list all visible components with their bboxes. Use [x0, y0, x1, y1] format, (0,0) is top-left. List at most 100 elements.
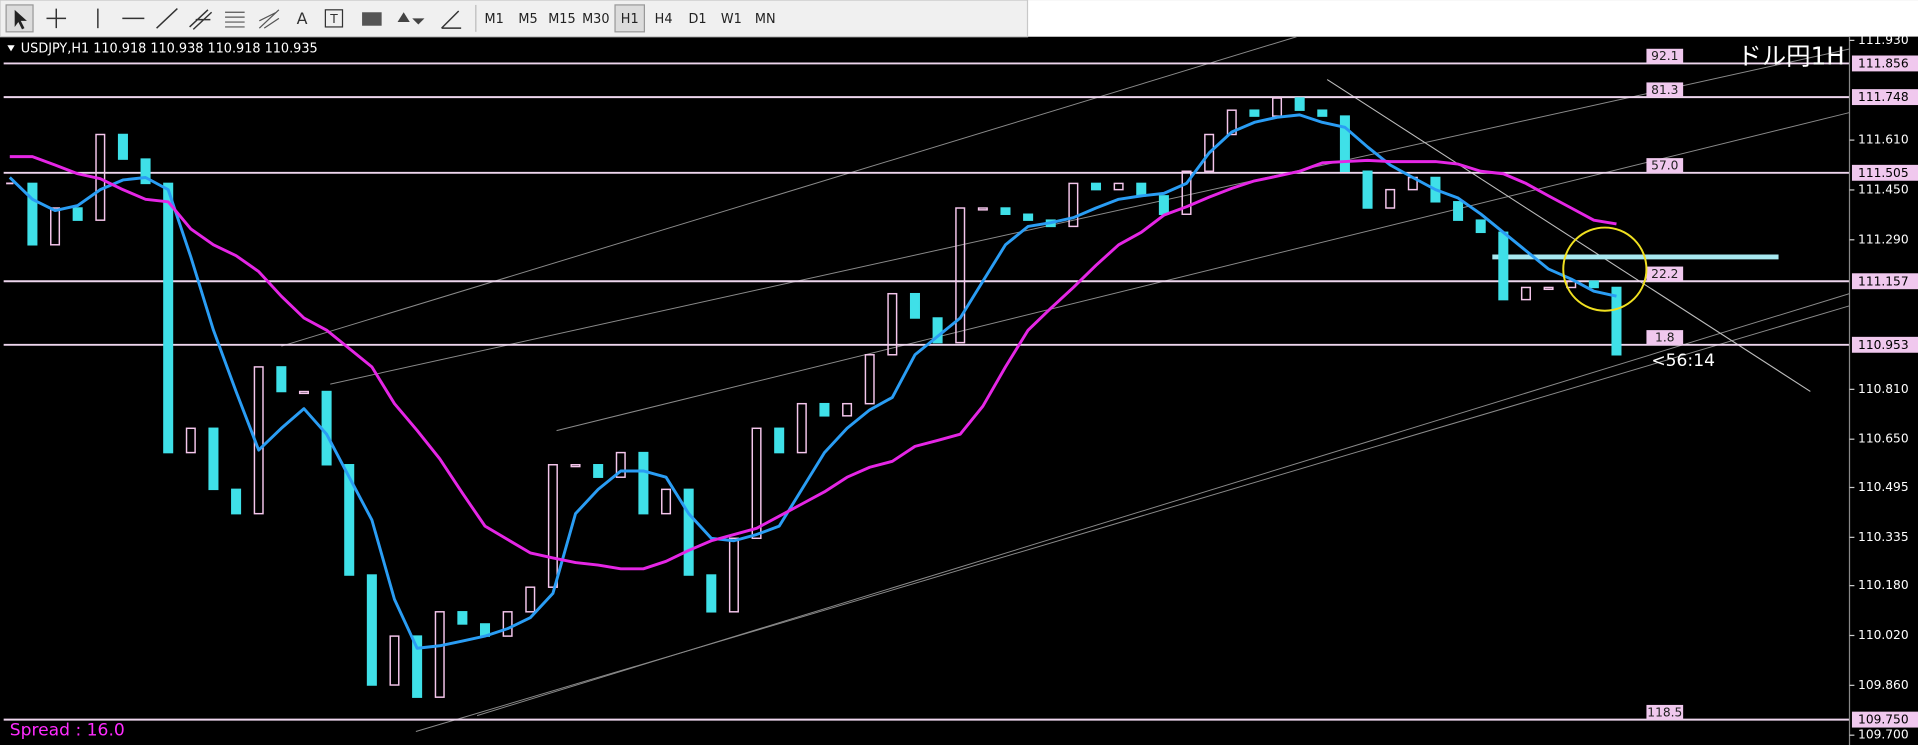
- candle: [570, 464, 581, 468]
- spread-label: Spread : 16.0: [10, 720, 125, 740]
- channel-line: [556, 112, 1850, 432]
- candle: [1453, 201, 1464, 221]
- candle: [955, 207, 966, 344]
- timeframe-button[interactable]: D1: [688, 12, 706, 27]
- candle: [1068, 182, 1079, 228]
- chart-title: ドル円1H: [1737, 42, 1844, 71]
- candle: [344, 464, 355, 576]
- level-price-box: [1851, 89, 1918, 106]
- fib-label: 81.3: [1651, 83, 1678, 97]
- bar-timer: <56:14: [1651, 351, 1715, 371]
- level-price-box: [1851, 336, 1918, 353]
- candle: [1520, 286, 1531, 301]
- y-tick-label: 111.290: [1858, 232, 1909, 246]
- candle: [819, 402, 830, 417]
- shapes-button[interactable]: [362, 12, 382, 26]
- moving-average: [8, 113, 1617, 650]
- candle: [321, 390, 332, 466]
- y-tick-label: 109.700: [1858, 728, 1909, 742]
- channel-button[interactable]: [189, 9, 213, 30]
- candle: [864, 354, 875, 405]
- candle: [1136, 182, 1147, 197]
- candle: [1023, 213, 1034, 221]
- level-price-label: 110.953: [1858, 338, 1909, 352]
- fan-button[interactable]: [258, 9, 280, 29]
- candle: [683, 488, 694, 576]
- level-price-box: [1851, 273, 1918, 290]
- gann-button[interactable]: [441, 10, 462, 29]
- candle: [593, 464, 604, 478]
- fib-label-box: [1646, 82, 1684, 98]
- timeframe-button[interactable]: M15: [548, 12, 575, 27]
- channel-line: [330, 48, 1850, 385]
- candle: [502, 611, 513, 637]
- candle: [1317, 109, 1328, 117]
- candle: [1158, 195, 1169, 215]
- candle: [909, 292, 920, 319]
- timeframe-button[interactable]: W1: [721, 12, 742, 27]
- trendline-button[interactable]: [156, 8, 178, 29]
- candle: [1090, 182, 1102, 191]
- candle: [389, 635, 400, 686]
- fib-label: 22.2: [1651, 267, 1678, 281]
- candle: [887, 292, 898, 356]
- candle: [728, 537, 739, 613]
- candle: [412, 635, 423, 698]
- level-price-box: [1851, 711, 1918, 728]
- toolbar-panel: [0, 0, 1029, 38]
- candle: [638, 451, 649, 515]
- candle: [842, 402, 853, 417]
- candle: [1611, 286, 1622, 356]
- candle: [977, 207, 988, 211]
- candle: [1339, 115, 1350, 172]
- candle: [140, 158, 151, 185]
- candle: [1294, 97, 1305, 111]
- candle: [706, 574, 717, 613]
- channel-line: [281, 36, 1297, 347]
- candle: [547, 464, 558, 588]
- fib-label: 118.5: [1647, 705, 1682, 719]
- candle: [796, 402, 807, 454]
- label-button[interactable]: [324, 9, 344, 28]
- candle: [1475, 219, 1486, 234]
- timeframe-button[interactable]: M5: [518, 12, 537, 27]
- symbol-info: USDJPY,H1 110.918 110.938 110.918 110.93…: [21, 41, 318, 56]
- candle: [434, 611, 445, 698]
- text-button[interactable]: A: [297, 9, 308, 28]
- arrows-button[interactable]: [397, 12, 425, 25]
- level-price-label: 111.505: [1858, 166, 1909, 180]
- candle: [1588, 280, 1599, 289]
- y-tick-label: 111.930: [1858, 33, 1909, 47]
- candle: [185, 427, 196, 454]
- timeframe-button[interactable]: M30: [582, 12, 609, 27]
- fib-label-box: [1646, 48, 1684, 64]
- level-price-label: 111.856: [1858, 57, 1909, 71]
- candle: [1362, 170, 1373, 209]
- y-tick-label: 111.610: [1858, 133, 1909, 147]
- crosshair-button[interactable]: [46, 8, 67, 29]
- candle: [1226, 109, 1237, 136]
- fibo-button[interactable]: [225, 11, 245, 28]
- symbol-menu-arrow[interactable]: [7, 45, 15, 52]
- fib-label-box: [1646, 330, 1684, 345]
- level-price-label: 109.750: [1858, 713, 1909, 727]
- candle: [932, 317, 943, 344]
- label-icon: T: [329, 12, 338, 26]
- candle: [1385, 188, 1396, 209]
- candle: [1000, 207, 1011, 215]
- timeframe-button[interactable]: M1: [485, 12, 504, 27]
- timeframe-button[interactable]: MN: [755, 12, 776, 27]
- fib-label: 57.0: [1651, 159, 1678, 173]
- level-price-box: [1851, 164, 1918, 181]
- y-tick-label: 110.650: [1858, 432, 1909, 446]
- candle: [1113, 182, 1124, 191]
- candle: [1498, 231, 1509, 301]
- y-tick-label: 110.495: [1858, 480, 1909, 494]
- channel-line: [415, 305, 1850, 732]
- cursor-icon: [14, 9, 27, 30]
- candle: [276, 366, 287, 393]
- timeframe-button[interactable]: H4: [655, 12, 673, 27]
- candle: [163, 182, 174, 454]
- timeframe-button[interactable]: H1: [621, 12, 639, 27]
